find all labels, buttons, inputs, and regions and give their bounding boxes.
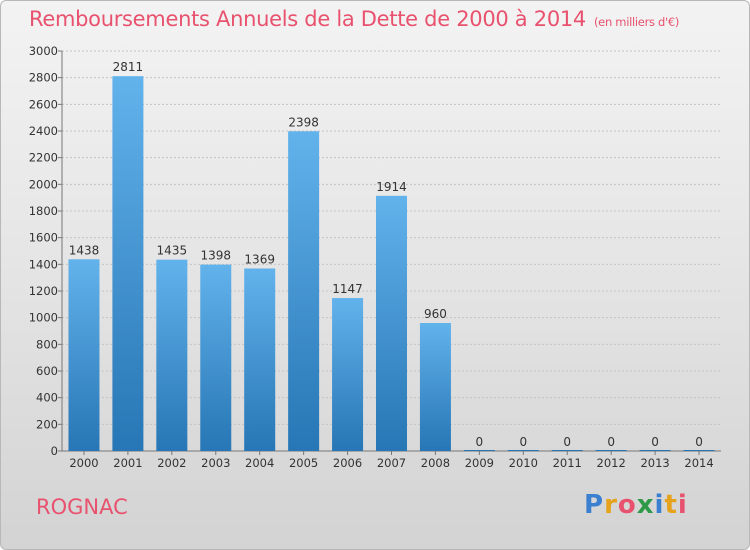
x-tick-label: 2010: [509, 456, 538, 470]
proxiti-logo: Proxiti: [584, 490, 688, 520]
logo-letter: t: [664, 490, 678, 520]
logo-letter: r: [604, 490, 618, 520]
data-label: 1914: [376, 180, 407, 194]
data-label: 0: [519, 435, 527, 449]
data-label: 960: [424, 307, 447, 321]
y-tick-label: 0: [51, 444, 58, 458]
y-tick-label: 3000: [29, 44, 58, 58]
x-tick-label: 2000: [69, 456, 98, 470]
bar: [639, 450, 671, 451]
logo-letter: i: [654, 490, 665, 520]
x-tick-label: 2005: [289, 456, 318, 470]
x-tick-label: 2009: [465, 456, 494, 470]
bar: [288, 131, 320, 451]
x-tick-label: 2001: [113, 456, 142, 470]
data-label: 2811: [113, 60, 144, 74]
x-tick-label: 2008: [421, 456, 450, 470]
data-label: 1398: [200, 249, 231, 263]
x-tick-label: 2004: [245, 456, 274, 470]
chart-title: Remboursements Annuels de la Dette de 20…: [29, 7, 679, 31]
bar: [112, 76, 144, 451]
y-tick-label: 1800: [29, 204, 58, 218]
city-name: ROGNAC: [36, 495, 128, 519]
logo-letter: i: [677, 490, 688, 520]
bar: [68, 259, 100, 451]
x-tick-label: 2013: [640, 456, 669, 470]
data-label: 1435: [157, 244, 188, 258]
data-label: 1369: [244, 252, 275, 266]
y-tick-label: 400: [36, 391, 58, 405]
y-tick-label: 1000: [29, 311, 58, 325]
y-tick-label: 1200: [29, 284, 58, 298]
x-tick-label: 2012: [597, 456, 626, 470]
title-text: Remboursements Annuels de la Dette de 20…: [29, 7, 586, 31]
data-label: 1147: [332, 282, 363, 296]
y-tick-label: 2600: [29, 97, 58, 111]
y-tick-label: 600: [36, 364, 58, 378]
bar: [595, 450, 627, 451]
y-tick-label: 1400: [29, 257, 58, 271]
bar: [200, 264, 232, 451]
title-unit: (en milliers d'€): [594, 15, 680, 29]
x-tick-label: 2014: [684, 456, 713, 470]
x-tick-label: 2003: [201, 456, 230, 470]
x-tick-label: 2002: [157, 456, 186, 470]
bar: [683, 450, 715, 451]
bar: [507, 450, 539, 451]
bar: [551, 450, 583, 451]
data-label: 0: [563, 435, 571, 449]
y-tick-label: 800: [36, 337, 58, 351]
bar: [376, 195, 407, 451]
y-tick-label: 2200: [29, 151, 58, 165]
x-tick-label: 2006: [333, 456, 362, 470]
data-label: 1438: [69, 243, 100, 257]
bar: [244, 268, 276, 451]
data-label: 0: [476, 435, 484, 449]
data-label: 0: [695, 435, 703, 449]
logo-letter: x: [636, 490, 655, 520]
y-tick-label: 2400: [29, 124, 58, 138]
data-label: 0: [607, 435, 615, 449]
bar: [463, 450, 495, 451]
y-tick-label: 200: [36, 417, 58, 431]
y-tick-label: 2800: [29, 71, 58, 85]
x-tick-label: 2007: [377, 456, 406, 470]
bar: [156, 259, 188, 451]
y-tick-label: 1600: [29, 231, 58, 245]
data-label: 0: [651, 435, 659, 449]
data-label: 2398: [288, 115, 319, 129]
logo-letter: P: [584, 490, 605, 520]
bar: [419, 323, 451, 451]
y-tick-label: 2000: [29, 177, 58, 191]
bar: [332, 298, 364, 451]
logo-letter: o: [617, 490, 637, 520]
x-tick-label: 2011: [553, 456, 582, 470]
